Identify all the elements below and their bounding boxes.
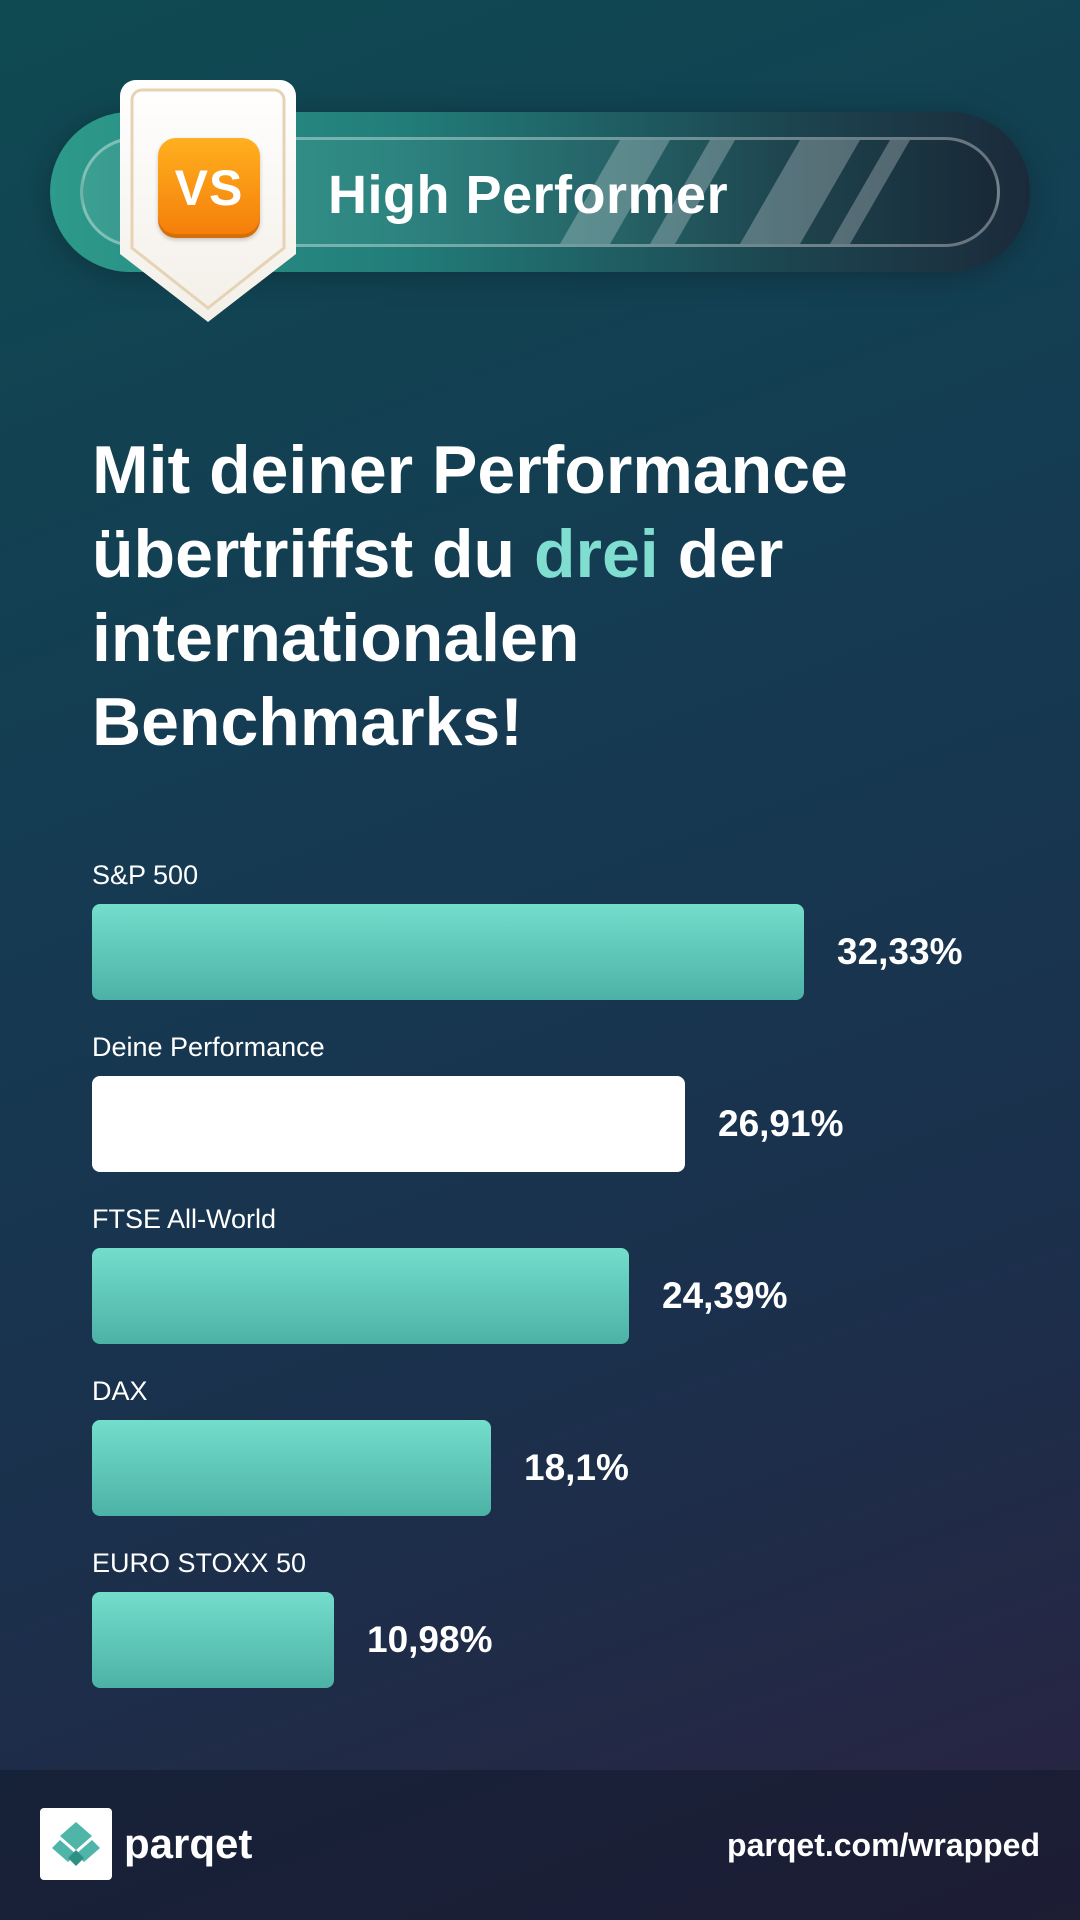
badge-shine-stripes xyxy=(560,140,940,244)
bar-own-performance xyxy=(92,1076,685,1172)
bar-label: EURO STOXX 50 xyxy=(92,1548,307,1578)
headline-line-2-after: der xyxy=(658,516,784,592)
headline: Mit deiner Performance übertriffst du dr… xyxy=(92,428,992,764)
bar-label: S&P 500 xyxy=(92,860,199,890)
bar xyxy=(92,904,804,1000)
bar-value-label: 32,33% xyxy=(837,931,963,972)
brand-name: parqet xyxy=(124,1820,253,1867)
headline-line-1: Mit deiner Performance xyxy=(92,432,848,508)
headline-line-2-before: übertriffst du xyxy=(92,516,534,592)
badge-title: High Performer xyxy=(328,165,729,225)
bar-value-label: 26,91% xyxy=(718,1103,844,1144)
bar-label: DAX xyxy=(92,1376,148,1406)
bar-value-label: 24,39% xyxy=(662,1275,788,1316)
benchmark-bar-chart: S&P 500 32,33% Deine Performance 26,91% FTSE… xyxy=(92,860,1032,1700)
headline-highlight: drei xyxy=(533,516,659,592)
bar-value-label: 10,98% xyxy=(367,1619,493,1660)
headline-line-4: Benchmarks! xyxy=(92,684,523,760)
bar xyxy=(92,1248,629,1344)
footer-url[interactable]: parqet.com/wrapped xyxy=(727,1827,1040,1863)
footer xyxy=(0,1770,1080,1920)
vs-icon: VS xyxy=(158,138,260,238)
bar-label: Deine Performance xyxy=(92,1032,325,1062)
headline-line-3: internationalen xyxy=(92,600,580,676)
parqet-logo-icon xyxy=(40,1808,112,1880)
bar xyxy=(92,1420,491,1516)
bar-label: FTSE All-World xyxy=(92,1204,277,1234)
bar xyxy=(92,1592,334,1688)
bar-value-label: 18,1% xyxy=(524,1447,629,1488)
